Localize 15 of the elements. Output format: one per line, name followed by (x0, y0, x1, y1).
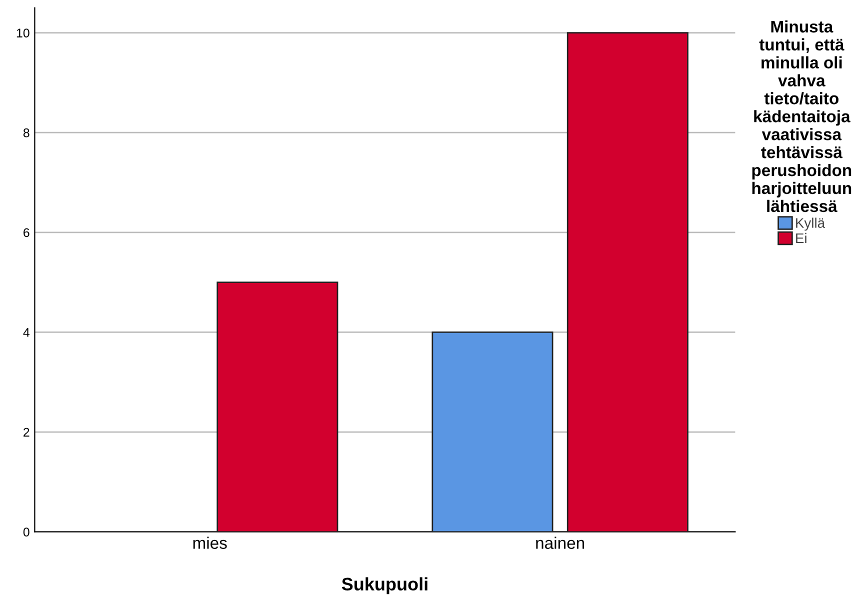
text: Minusta tuntui, että minulla oli vahva tieto/taito kädentaitoja vaativissa tehtävissä perushoidon harjoitteluun lähtiessä (752, 20, 852, 212)
y-tick-label: 0 (23, 528, 30, 536)
y-tick-label: 6 (24, 228, 30, 238)
bar (216, 282, 338, 532)
y-tick-label: 4 (23, 328, 30, 337)
y-tick-label: 8 (23, 128, 30, 138)
x-tick-label: mies (193, 536, 227, 549)
y-tick-label: 10 (16, 28, 30, 38)
bar (432, 332, 554, 532)
y-tick-label: 2 (24, 428, 30, 437)
legend-label: Kyllä (796, 218, 826, 231)
legend-label: Ei (796, 232, 806, 243)
x-tick-label: nainen (536, 536, 584, 549)
bar (566, 32, 688, 532)
x-axis-title: Sukupuoli (342, 577, 428, 594)
